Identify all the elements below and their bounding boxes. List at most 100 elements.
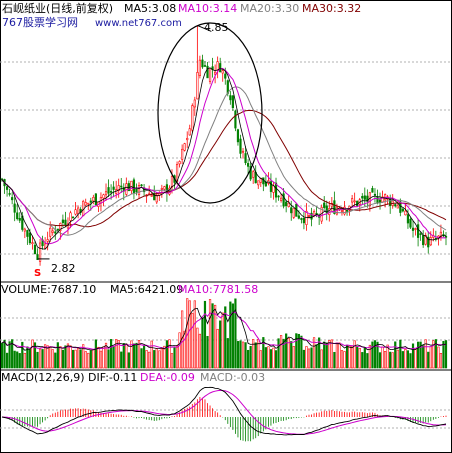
- candle-body: [28, 232, 32, 244]
- volume-bar: [87, 352, 90, 369]
- volume-bar: [211, 303, 214, 369]
- volume-bar: [396, 349, 399, 369]
- volume-bar: [21, 341, 24, 369]
- candle-body: [229, 95, 232, 101]
- volume-bar: [168, 339, 171, 369]
- volume-bar: [318, 337, 321, 369]
- volume-bar: [252, 339, 255, 369]
- candle-body: [132, 179, 136, 193]
- volume-bar: [158, 350, 161, 369]
- candle-body: [84, 202, 87, 206]
- candle-body: [56, 228, 59, 231]
- candle-body: [257, 180, 260, 186]
- ma10-line: [1, 67, 447, 245]
- dea-line: [1, 389, 447, 435]
- volume-bar: [120, 351, 123, 369]
- volume-bar: [71, 349, 75, 369]
- volume-bar: [432, 340, 435, 369]
- candle-body: [198, 59, 201, 76]
- volume-bar: [198, 333, 201, 369]
- candle-body: [214, 71, 217, 75]
- candle-body: [444, 236, 448, 238]
- candle-body: [219, 63, 222, 73]
- candle-body: [262, 177, 265, 185]
- ma5-label: MA5:3.08: [124, 2, 176, 15]
- dif-line: [1, 386, 447, 436]
- candle-body: [26, 230, 29, 237]
- volume-bar: [214, 304, 217, 369]
- volume-bar: [272, 347, 275, 369]
- candle-body: [422, 235, 425, 246]
- volume-bar: [416, 341, 420, 369]
- candle-body: [371, 188, 374, 193]
- volume-bar: [231, 303, 234, 369]
- volume-bar: [419, 341, 422, 369]
- highlight-ellipse: [157, 22, 263, 204]
- volume-bar: [145, 350, 148, 369]
- volume-bar: [41, 349, 44, 369]
- volume-bar: [33, 342, 37, 369]
- candle-body: [61, 219, 64, 224]
- candle-body: [378, 199, 382, 203]
- volume-bar: [391, 352, 394, 369]
- volume-bar: [59, 346, 62, 369]
- volume-bar: [77, 347, 80, 369]
- volume-bar: [117, 340, 120, 369]
- candle-body: [89, 200, 92, 203]
- volume-bar: [269, 349, 273, 369]
- candle-body: [236, 129, 240, 143]
- watermark-url: www.net767.com: [95, 18, 182, 29]
- volume-bar: [92, 349, 95, 369]
- candle-body: [307, 215, 311, 217]
- volume-bar: [155, 348, 158, 369]
- volume-bar: [234, 298, 237, 369]
- volume-bar: [163, 345, 166, 369]
- candle-body: [221, 70, 224, 74]
- candle-body: [363, 195, 366, 200]
- volume-bar: [361, 352, 364, 369]
- volume-bar: [292, 346, 295, 369]
- volume-bar: [8, 341, 11, 369]
- volume-bar: [244, 342, 247, 369]
- volume-bar: [178, 332, 181, 369]
- volume-bar: [399, 339, 402, 369]
- volume-bar: [444, 340, 448, 369]
- candle-body: [292, 208, 295, 218]
- candle-body: [333, 200, 336, 214]
- macd-panel: [1, 386, 447, 442]
- volume-bar: [23, 352, 26, 369]
- volume-bar: [0, 342, 4, 369]
- candle-body: [181, 148, 184, 160]
- candle-body: [277, 195, 280, 198]
- candle-body: [120, 185, 123, 188]
- volume-bar: [404, 349, 407, 369]
- candle-body: [54, 231, 57, 234]
- candle-body: [170, 176, 174, 188]
- candle-body: [401, 208, 404, 212]
- candle-body: [416, 224, 420, 238]
- candle-body: [279, 197, 283, 201]
- volume-bar: [442, 340, 445, 369]
- volume-bar: [13, 350, 16, 369]
- dif-label: DIF:-0.11: [88, 371, 137, 384]
- volume-bar: [351, 345, 354, 369]
- volume-bar: [38, 348, 42, 369]
- candle-body: [74, 209, 77, 215]
- volume-bar: [216, 328, 219, 369]
- volume-bar: [236, 341, 240, 369]
- volume-bar: [219, 320, 222, 369]
- candle-body: [163, 186, 166, 190]
- volume-bar: [109, 339, 113, 369]
- candle-body: [117, 185, 120, 191]
- volume-bar: [363, 347, 366, 369]
- volume-bar: [191, 312, 194, 369]
- candle-body: [178, 161, 181, 165]
- high-price-label: 4.85: [204, 21, 229, 34]
- volume-bar: [343, 351, 346, 369]
- volume-bar: [307, 348, 311, 369]
- volume-bar: [51, 349, 54, 369]
- volume-bar: [262, 337, 265, 369]
- candle-body: [46, 239, 49, 242]
- volume-bar: [312, 337, 316, 369]
- volume-bar: [310, 347, 313, 369]
